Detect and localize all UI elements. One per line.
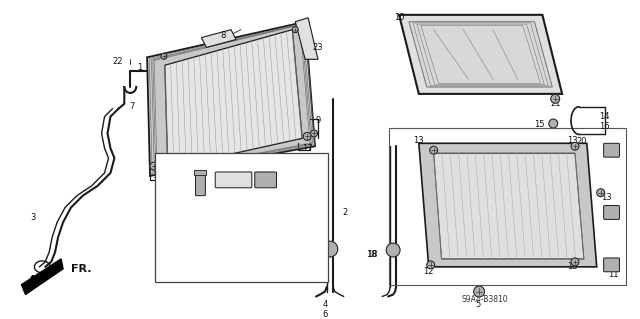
FancyBboxPatch shape [255,172,276,188]
Text: 3: 3 [31,213,36,222]
Polygon shape [399,15,562,94]
FancyBboxPatch shape [604,205,620,219]
Text: 6: 6 [323,310,328,319]
Polygon shape [409,22,552,87]
Text: 23: 23 [313,43,323,52]
Polygon shape [22,259,63,294]
Text: 15: 15 [534,120,545,129]
Circle shape [427,261,435,269]
Text: 13: 13 [413,136,424,145]
Circle shape [161,53,167,59]
Text: S9A4-B3810: S9A4-B3810 [461,295,508,304]
Text: 27: 27 [275,235,286,244]
Text: 13: 13 [566,136,577,145]
Bar [195,170,206,175]
Polygon shape [165,30,302,168]
Text: 17: 17 [302,144,312,153]
Text: 26: 26 [155,198,165,207]
Polygon shape [295,18,318,59]
Circle shape [276,228,291,242]
Polygon shape [147,22,315,176]
Circle shape [596,189,605,197]
Text: 14: 14 [600,112,610,121]
Circle shape [310,130,317,137]
Text: 4: 4 [323,300,328,309]
Polygon shape [419,143,596,267]
Text: 8: 8 [220,31,226,40]
Text: 18: 18 [366,250,377,259]
Text: 10: 10 [394,13,404,22]
Text: 11: 11 [608,270,619,279]
FancyBboxPatch shape [195,172,205,196]
Bar [389,129,627,285]
Polygon shape [202,30,236,48]
FancyBboxPatch shape [215,172,252,188]
Circle shape [386,243,400,257]
Text: 9: 9 [316,116,321,125]
Text: 5: 5 [476,300,481,309]
Circle shape [571,258,579,266]
Circle shape [292,27,298,33]
Polygon shape [434,153,584,259]
Text: 1: 1 [138,63,143,72]
Circle shape [322,241,338,257]
Text: 27: 27 [243,198,253,207]
Text: 28: 28 [273,156,284,165]
Bar [155,153,328,282]
Circle shape [548,119,557,128]
Circle shape [150,162,158,170]
Text: 18: 18 [260,241,271,249]
FancyBboxPatch shape [604,143,620,157]
Text: 20: 20 [577,137,587,146]
Circle shape [571,142,579,150]
Text: 24: 24 [191,198,202,207]
Circle shape [284,160,296,172]
Text: 22: 22 [112,57,123,66]
Text: 13: 13 [566,262,577,271]
Text: 25: 25 [155,188,165,197]
Text: FR.: FR. [71,264,92,274]
Text: 19: 19 [152,171,162,181]
Text: 21: 21 [550,99,561,108]
Text: 7: 7 [129,102,135,111]
Text: 13: 13 [602,193,612,202]
Circle shape [474,286,484,297]
Circle shape [551,94,559,103]
Text: 2: 2 [342,208,348,217]
FancyBboxPatch shape [604,258,620,272]
Circle shape [429,146,438,154]
Text: 16: 16 [599,122,610,131]
Text: 18: 18 [367,250,378,259]
Text: 7: 7 [216,191,222,200]
Text: 12: 12 [424,267,434,276]
Circle shape [303,132,311,140]
